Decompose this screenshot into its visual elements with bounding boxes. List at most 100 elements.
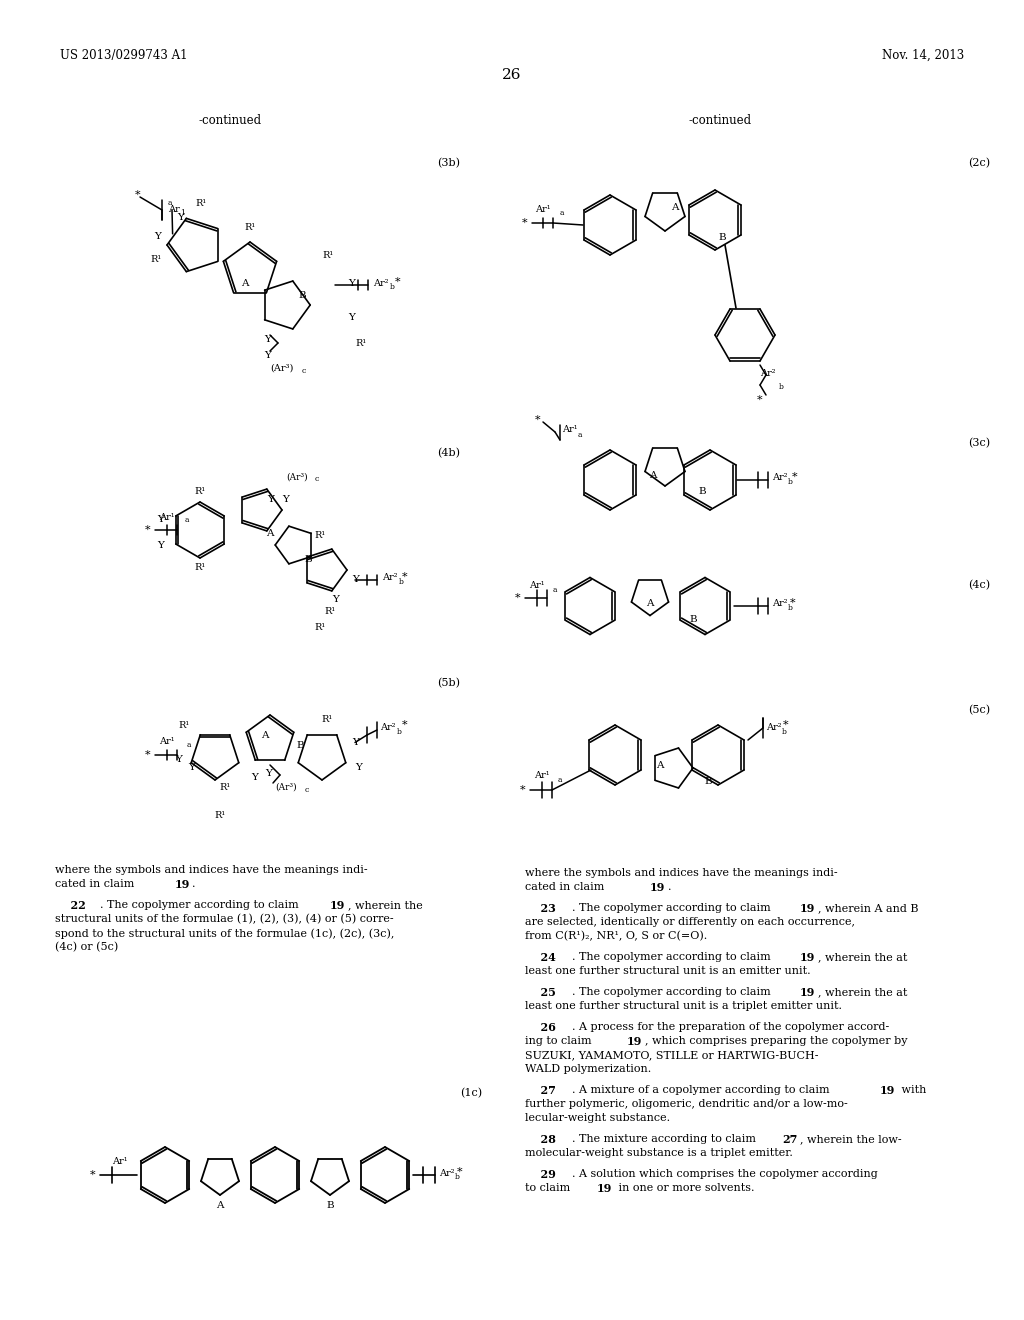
Text: c: c <box>315 475 319 483</box>
Text: from C(R¹)₂, NR¹, O, S or C(=O).: from C(R¹)₂, NR¹, O, S or C(=O). <box>525 931 708 941</box>
Text: A: A <box>266 528 273 537</box>
Text: , which comprises preparing the copolymer by: , which comprises preparing the copolyme… <box>645 1036 907 1045</box>
Text: 19: 19 <box>627 1036 642 1047</box>
Text: (3c): (3c) <box>968 438 990 449</box>
Text: A: A <box>672 202 679 211</box>
Text: 19: 19 <box>330 900 345 911</box>
Text: (5b): (5b) <box>437 678 460 688</box>
Text: Ar²: Ar² <box>380 723 395 733</box>
Text: Y: Y <box>188 763 195 772</box>
Text: (5c): (5c) <box>968 705 990 715</box>
Text: b: b <box>399 578 403 586</box>
Text: Ar²: Ar² <box>772 599 787 609</box>
Text: *: * <box>757 395 763 405</box>
Text: R¹: R¹ <box>325 607 336 616</box>
Text: B: B <box>705 777 712 787</box>
Text: R¹: R¹ <box>314 532 326 540</box>
Text: . The mixture according to claim: . The mixture according to claim <box>572 1134 760 1144</box>
Text: 1: 1 <box>180 209 185 216</box>
Text: Ar: Ar <box>168 206 180 214</box>
Text: Y: Y <box>252 772 258 781</box>
Text: 22: 22 <box>55 900 86 911</box>
Text: Ar¹: Ar¹ <box>536 206 551 214</box>
Text: 23: 23 <box>525 903 556 913</box>
Text: Y: Y <box>348 313 355 322</box>
Text: Ar¹: Ar¹ <box>529 582 545 590</box>
Text: *: * <box>519 785 525 795</box>
Text: Y: Y <box>157 540 164 549</box>
Text: c: c <box>305 785 309 795</box>
Text: SUZUKI, YAMAMOTO, STILLE or HARTWIG-BUCH-: SUZUKI, YAMAMOTO, STILLE or HARTWIG-BUCH… <box>525 1049 818 1060</box>
Text: R¹: R¹ <box>195 564 206 573</box>
Text: Ar¹: Ar¹ <box>535 771 550 780</box>
Text: (1c): (1c) <box>460 1088 482 1098</box>
Text: a: a <box>168 199 172 207</box>
Text: (4b): (4b) <box>437 447 460 458</box>
Text: with: with <box>898 1085 927 1096</box>
Text: (4c): (4c) <box>968 579 990 590</box>
Text: (4c) or (5c): (4c) or (5c) <box>55 942 118 952</box>
Text: , wherein the: , wherein the <box>348 900 423 909</box>
Text: . The copolymer according to claim: . The copolymer according to claim <box>100 900 302 909</box>
Text: a: a <box>187 741 191 748</box>
Text: Ar²: Ar² <box>766 723 781 733</box>
Text: R¹: R¹ <box>151 255 162 264</box>
Text: R¹: R¹ <box>355 338 367 347</box>
Text: (3b): (3b) <box>437 158 460 168</box>
Text: Y: Y <box>177 213 184 222</box>
Text: Ar²: Ar² <box>373 279 388 288</box>
Text: B: B <box>698 487 706 496</box>
Text: Ar¹: Ar¹ <box>159 512 175 521</box>
Text: 19: 19 <box>650 882 666 894</box>
Text: *: * <box>89 1170 95 1180</box>
Text: b: b <box>455 1173 460 1181</box>
Text: Y: Y <box>282 495 289 503</box>
Text: , wherein the at: , wherein the at <box>818 987 907 997</box>
Text: Y: Y <box>264 351 271 359</box>
Text: Y: Y <box>157 516 164 524</box>
Text: *: * <box>144 525 150 535</box>
Text: 19: 19 <box>800 987 815 998</box>
Text: Y: Y <box>352 576 358 585</box>
Text: *: * <box>793 473 798 482</box>
Text: *: * <box>791 598 796 609</box>
Text: R¹: R¹ <box>195 198 206 207</box>
Text: where the symbols and indices have the meanings indi-: where the symbols and indices have the m… <box>55 865 368 875</box>
Text: . A process for the preparation of the copolymer accord-: . A process for the preparation of the c… <box>572 1022 889 1032</box>
Text: .: . <box>668 882 672 892</box>
Text: (Ar³): (Ar³) <box>287 473 308 482</box>
Text: structural units of the formulae (1), (2), (3), (4) or (5) corre-: structural units of the formulae (1), (2… <box>55 913 393 924</box>
Text: b: b <box>778 383 783 391</box>
Text: A: A <box>656 760 664 770</box>
Text: spond to the structural units of the formulae (1c), (2c), (3c),: spond to the structural units of the for… <box>55 928 394 939</box>
Text: a: a <box>558 776 562 784</box>
Text: . A mixture of a copolymer according to claim: . A mixture of a copolymer according to … <box>572 1085 834 1096</box>
Text: b: b <box>390 282 395 290</box>
Text: Ar²: Ar² <box>439 1168 455 1177</box>
Text: . A solution which comprises the copolymer according: . A solution which comprises the copolym… <box>572 1170 878 1179</box>
Text: *: * <box>402 719 408 730</box>
Text: least one further structural unit is a triplet emitter unit.: least one further structural unit is a t… <box>525 1001 842 1011</box>
Text: Y: Y <box>176 755 182 764</box>
Text: further polymeric, oligomeric, dendritic and/or a low-mo-: further polymeric, oligomeric, dendritic… <box>525 1100 848 1109</box>
Text: *: * <box>514 593 520 603</box>
Text: 19: 19 <box>880 1085 895 1096</box>
Text: Y: Y <box>155 232 162 242</box>
Text: where the symbols and indices have the meanings indi-: where the symbols and indices have the m… <box>525 869 838 878</box>
Text: R¹: R¹ <box>322 715 333 725</box>
Text: least one further structural unit is an emitter unit.: least one further structural unit is an … <box>525 966 811 975</box>
Text: R¹: R¹ <box>245 223 256 232</box>
Text: WALD polymerization.: WALD polymerization. <box>525 1064 651 1074</box>
Text: R¹: R¹ <box>314 623 326 631</box>
Text: Y: Y <box>352 738 358 747</box>
Text: Ar²: Ar² <box>760 368 775 378</box>
Text: are selected, identically or differently on each occurrence,: are selected, identically or differently… <box>525 917 855 927</box>
Text: B: B <box>298 290 306 300</box>
Text: . The copolymer according to claim: . The copolymer according to claim <box>572 903 774 913</box>
Text: 25: 25 <box>525 987 556 998</box>
Text: b: b <box>397 729 401 737</box>
Text: b: b <box>787 605 793 612</box>
Text: , wherein the low-: , wherein the low- <box>800 1134 901 1144</box>
Text: .: . <box>193 879 196 888</box>
Text: cated in claim: cated in claim <box>55 879 138 888</box>
